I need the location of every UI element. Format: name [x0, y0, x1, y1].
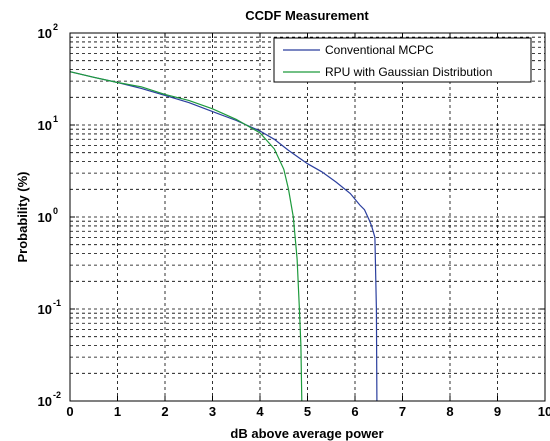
x-tick-label: 0	[66, 404, 73, 419]
y-axis-label: Probability (%)	[15, 171, 30, 262]
x-tick-label: 2	[161, 404, 168, 419]
x-tick-label: 1	[114, 404, 121, 419]
y-tick-label-exponent: 2	[53, 22, 58, 32]
grid-lines	[70, 33, 545, 401]
legend-label-rpu-gaussian: RPU with Gaussian Distribution	[325, 65, 492, 79]
legend: Conventional MCPC RPU with Gaussian Dist…	[273, 37, 532, 83]
y-tick-label-base: 10	[38, 118, 52, 133]
x-tick-label: 3	[209, 404, 216, 419]
x-tick-label: 8	[446, 404, 453, 419]
x-tick-label: 6	[351, 404, 358, 419]
y-tick-label: 10 -1	[38, 298, 61, 317]
x-tick-label: 10	[538, 404, 550, 419]
y-tick-label: 10 2	[38, 22, 58, 41]
y-tick-label: 10 1	[38, 114, 58, 133]
legend-label-conventional-mcpc: Conventional MCPC	[325, 43, 434, 57]
series-line-conventional-mcpc	[69, 71, 378, 402]
series-line-rpu-gaussian	[69, 71, 303, 402]
x-tick-label: 9	[494, 404, 501, 419]
y-tick-label-exponent: -2	[53, 390, 61, 400]
legend-box	[273, 37, 532, 83]
y-tick-label-base: 10	[38, 210, 52, 225]
x-tick-label: 7	[399, 404, 406, 419]
axis-ticks	[69, 32, 546, 402]
chart-title: CCDF Measurement	[245, 8, 369, 23]
y-tick-label: 10 0	[38, 206, 58, 225]
x-axis-label: dB above average power	[230, 426, 383, 441]
x-tick-label: 4	[256, 404, 264, 419]
y-tick-label-base: 10	[38, 394, 52, 409]
y-tick-label-exponent: 0	[53, 206, 58, 216]
y-tick-label-exponent: -1	[53, 298, 61, 308]
x-tick-label: 5	[304, 404, 311, 419]
series-lines	[69, 71, 378, 402]
y-tick-label-base: 10	[38, 302, 52, 317]
y-tick-label: 10 -2	[38, 390, 61, 409]
y-tick-label-base: 10	[38, 26, 52, 41]
y-tick-label-exponent: 1	[53, 114, 58, 124]
